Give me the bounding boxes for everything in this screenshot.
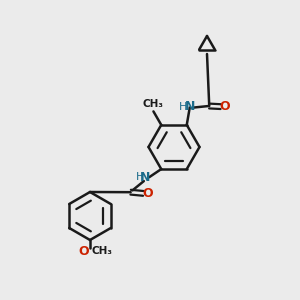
Text: CH₃: CH₃ [92, 246, 112, 256]
Text: H: H [136, 172, 144, 182]
Text: CH₃: CH₃ [143, 99, 164, 109]
Text: H: H [179, 102, 187, 112]
Text: O: O [142, 187, 153, 200]
Text: O: O [220, 100, 230, 113]
Text: N: N [140, 171, 150, 184]
Text: N: N [185, 100, 196, 113]
Text: O: O [79, 244, 89, 258]
